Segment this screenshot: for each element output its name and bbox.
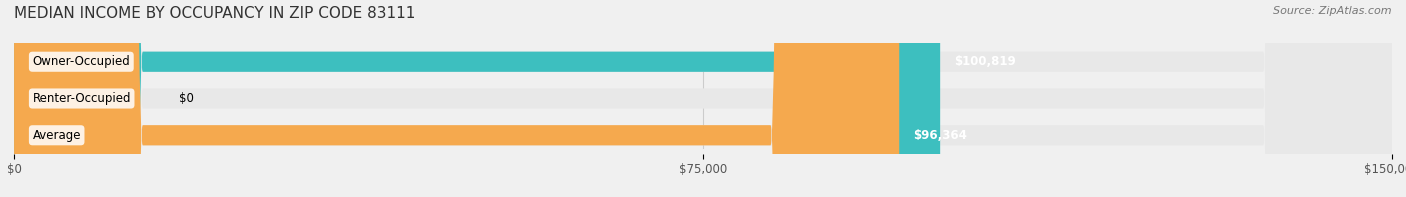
FancyBboxPatch shape <box>14 0 900 197</box>
Text: Renter-Occupied: Renter-Occupied <box>32 92 131 105</box>
Text: $96,364: $96,364 <box>912 129 967 142</box>
Text: MEDIAN INCOME BY OCCUPANCY IN ZIP CODE 83111: MEDIAN INCOME BY OCCUPANCY IN ZIP CODE 8… <box>14 6 415 21</box>
FancyBboxPatch shape <box>14 0 941 197</box>
Text: Average: Average <box>32 129 82 142</box>
Text: Source: ZipAtlas.com: Source: ZipAtlas.com <box>1274 6 1392 16</box>
FancyBboxPatch shape <box>14 0 1392 197</box>
Text: Owner-Occupied: Owner-Occupied <box>32 55 131 68</box>
Text: $100,819: $100,819 <box>953 55 1015 68</box>
Text: $0: $0 <box>180 92 194 105</box>
FancyBboxPatch shape <box>14 0 1392 197</box>
FancyBboxPatch shape <box>14 0 1392 197</box>
